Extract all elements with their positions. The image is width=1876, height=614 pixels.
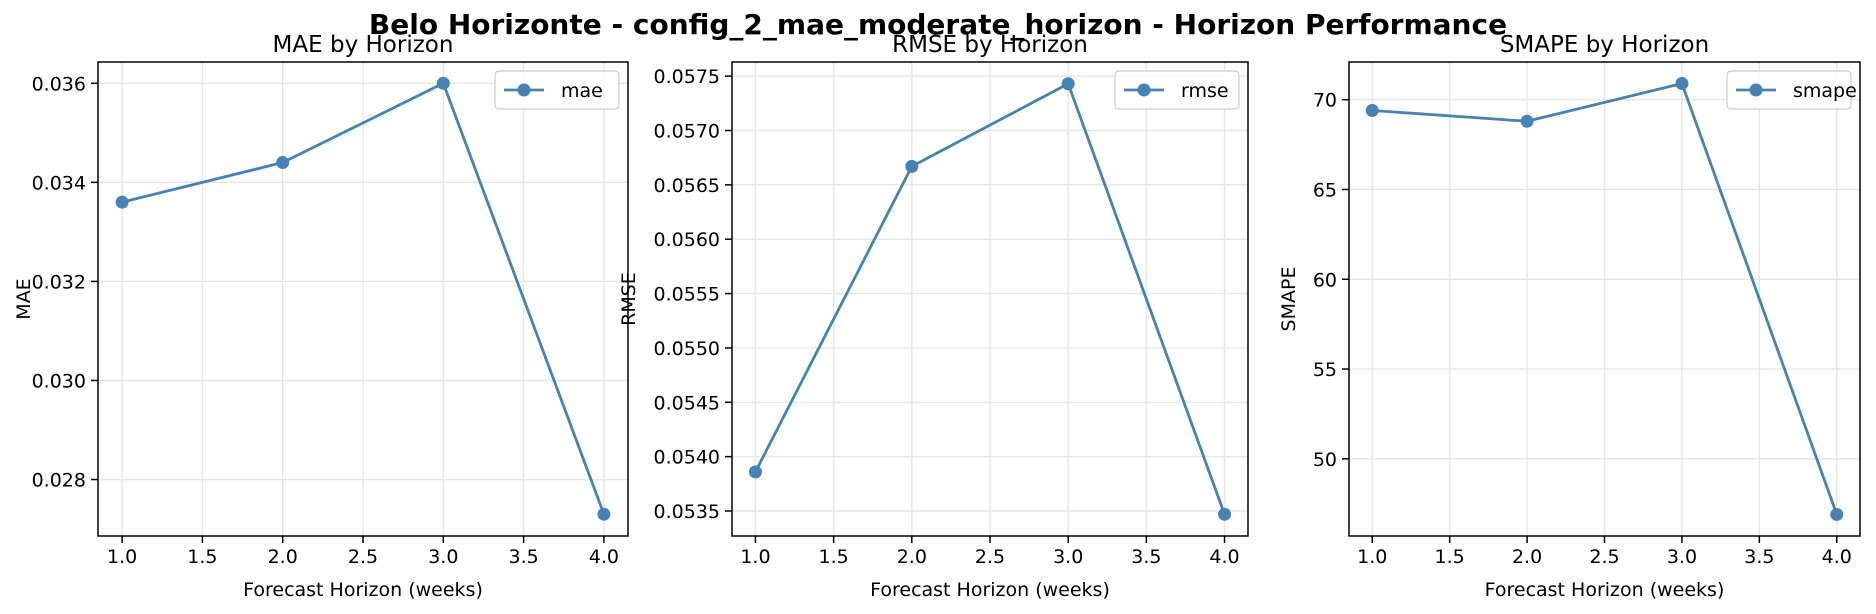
- rmse-series-line: [754, 82, 1226, 515]
- smape-x-axis-label: Forecast Horizon (weeks): [1485, 579, 1725, 601]
- rmse-legend-marker: [1137, 83, 1151, 97]
- smape-data-point: [1830, 507, 1844, 521]
- smape-chart-title: SMAPE by Horizon: [1500, 32, 1709, 58]
- mae-y-tick-label: 0.028: [32, 470, 86, 492]
- rmse-y-tick-label: 0.0560: [654, 229, 720, 251]
- mae-x-tick-label: 4.0: [589, 546, 619, 568]
- smape-y-tick-label: 60: [1313, 269, 1337, 291]
- rmse-y-tick-label: 0.0540: [654, 447, 720, 469]
- smape-x-tick-label: 2.0: [1512, 546, 1542, 568]
- rmse-chart-panel: 1.0 1.5 2.0 2.5 3.0 3.5 4.0 0.0535 0.0540 0.0545 0…: [618, 32, 1249, 601]
- rmse-data-point: [1061, 77, 1075, 91]
- rmse-chart-title: RMSE by Horizon: [892, 32, 1088, 58]
- smape-legend-label: smape: [1793, 80, 1857, 102]
- smape-y-tick-label: 50: [1313, 449, 1337, 471]
- mae-x-tick-label: 2.5: [348, 546, 378, 568]
- smape-x-tick-label: 3.5: [1744, 546, 1774, 568]
- mae-legend: mae: [494, 70, 620, 110]
- rmse-x-tick-label: 3.0: [1053, 546, 1083, 568]
- rmse-y-tick-label: 0.0565: [654, 175, 720, 197]
- rmse-x-tick-label: 3.5: [1131, 546, 1161, 568]
- rmse-legend-box: [1114, 70, 1240, 110]
- mae-x-tick-label: 3.5: [508, 546, 538, 568]
- mae-x-tick-label: 1.5: [187, 546, 217, 568]
- rmse-y-tick-label: 0.0550: [654, 338, 720, 360]
- rmse-x-tick-label: 4.0: [1209, 546, 1239, 568]
- rmse-y-tick-label: 0.0570: [654, 120, 720, 142]
- figure-title: Belo Horizonte - config_2_mae_moderate_h…: [368, 8, 1508, 41]
- smape-y-axis-label: SMAPE: [1278, 267, 1300, 332]
- rmse-y-tick-label: 0.0575: [654, 66, 720, 88]
- rmse-x-tick-label: 2.0: [897, 546, 927, 568]
- smape-y-tick-label: 55: [1313, 359, 1337, 381]
- smape-series-line: [1372, 82, 1839, 515]
- mae-legend-marker: [517, 83, 531, 97]
- rmse-x-tick-label: 2.5: [975, 546, 1005, 568]
- mae-y-tick-label: 0.030: [32, 370, 86, 392]
- rmse-x-axis-label: Forecast Horizon (weeks): [870, 579, 1110, 601]
- mae-data-point: [436, 76, 450, 90]
- smape-chart-panel: 1.0 1.5 2.0 2.5 3.0 3.5 4.0 50 55 60 65 70 SMAPE by …: [1278, 32, 1861, 601]
- rmse-y-tick-label: 0.0535: [654, 501, 720, 523]
- rmse-legend: rmse: [1114, 70, 1240, 110]
- smape-data-point: [1520, 114, 1534, 128]
- mae-x-tick-label: 3.0: [428, 546, 458, 568]
- smape-legend: smape: [1726, 70, 1857, 110]
- mae-legend-box: [494, 70, 620, 110]
- mae-y-tick-label: 0.032: [32, 271, 86, 293]
- rmse-x-tick-label: 1.5: [819, 546, 849, 568]
- rmse-data-point: [1218, 507, 1232, 521]
- mae-x-tick-label: 2.0: [268, 546, 298, 568]
- rmse-y-tick-label: 0.0555: [654, 284, 720, 306]
- mae-y-axis-label: MAE: [13, 278, 35, 319]
- mae-legend-label: mae: [561, 80, 603, 102]
- rmse-y-axis-label: RMSE: [618, 272, 640, 326]
- mae-data-point: [597, 507, 611, 521]
- mae-x-tick-label: 1.0: [107, 546, 137, 568]
- smape-x-tick-label: 3.0: [1667, 546, 1697, 568]
- smape-x-tick-label: 1.0: [1357, 546, 1387, 568]
- rmse-data-point: [748, 465, 762, 479]
- smape-data-point: [1365, 103, 1379, 117]
- smape-legend-box: [1726, 70, 1852, 110]
- rmse-data-point: [905, 159, 919, 173]
- smape-x-tick-label: 1.5: [1435, 546, 1465, 568]
- rmse-legend-label: rmse: [1181, 80, 1229, 102]
- rmse-axes-frame: [731, 61, 1249, 537]
- smape-y-tick-label: 70: [1313, 90, 1337, 112]
- mae-data-point: [276, 156, 290, 170]
- mae-y-tick-label: 0.034: [32, 172, 86, 194]
- mae-data-point: [115, 195, 129, 209]
- smape-legend-marker: [1749, 83, 1763, 97]
- mae-chart-panel: 1.0 1.5 2.0 2.5 3.0 3.5 4.0 0.028 0.030 0.032 0.03…: [13, 32, 629, 601]
- smape-data-point: [1675, 77, 1689, 91]
- smape-x-tick-label: 2.5: [1589, 546, 1619, 568]
- smape-y-tick-label: 65: [1313, 179, 1337, 201]
- mae-chart-title: MAE by Horizon: [273, 32, 454, 58]
- mae-axes-frame: [97, 61, 629, 537]
- rmse-y-tick-label: 0.0545: [654, 392, 720, 414]
- smape-x-tick-label: 4.0: [1822, 546, 1852, 568]
- mae-series-line: [121, 81, 606, 515]
- mae-x-axis-label: Forecast Horizon (weeks): [243, 579, 483, 601]
- rmse-x-tick-label: 1.0: [740, 546, 770, 568]
- smape-axes-frame: [1348, 61, 1861, 537]
- mae-y-tick-label: 0.036: [32, 73, 86, 95]
